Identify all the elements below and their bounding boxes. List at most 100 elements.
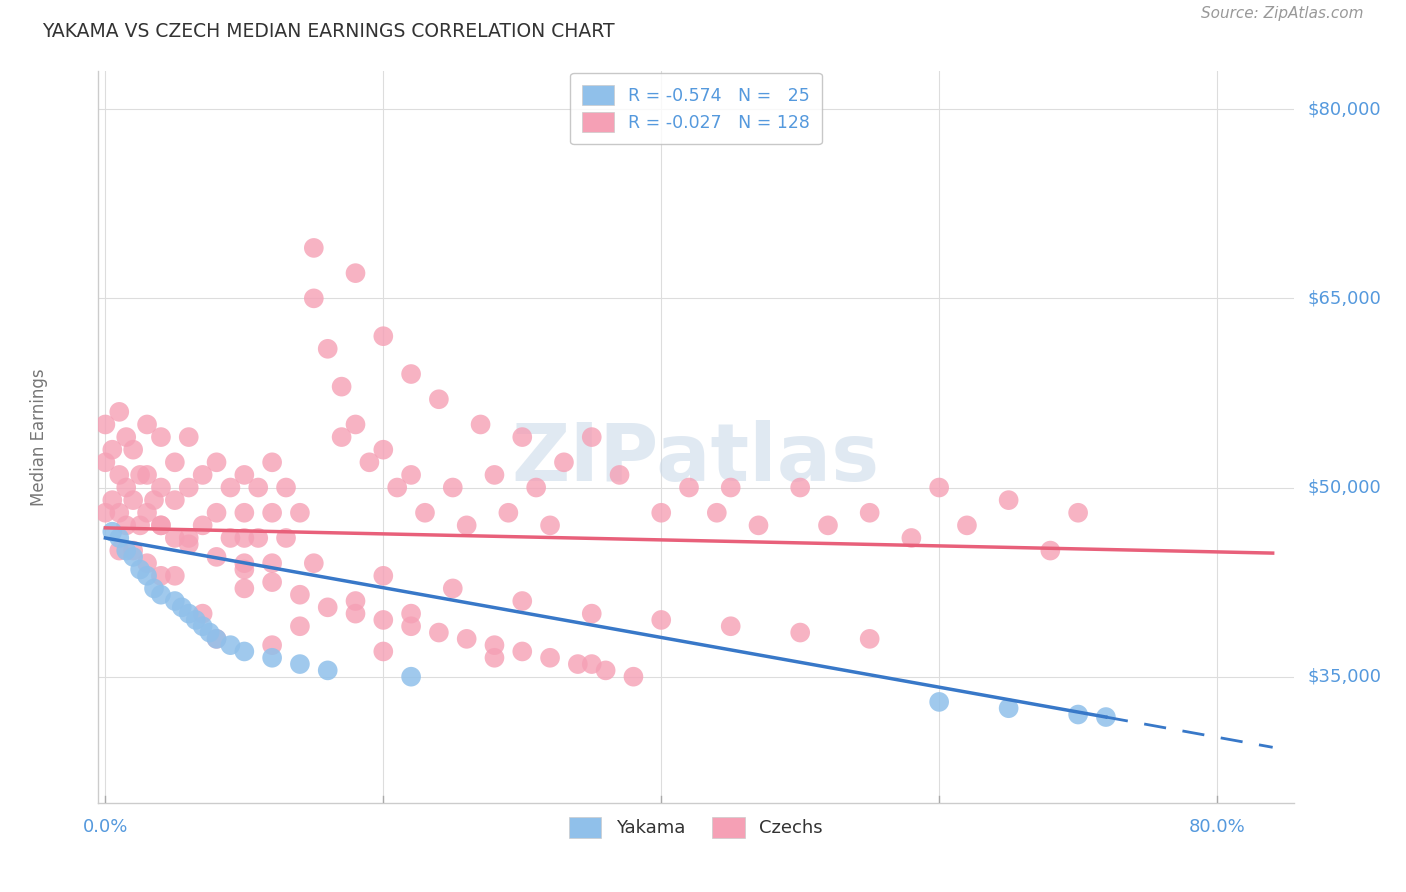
Point xyxy=(427,625,450,640)
Point xyxy=(115,430,138,444)
Point xyxy=(623,670,645,684)
Point xyxy=(288,588,311,602)
Point xyxy=(789,481,811,495)
Point xyxy=(129,562,152,576)
Point xyxy=(484,467,506,482)
Point xyxy=(108,506,131,520)
Point xyxy=(184,613,207,627)
Point xyxy=(191,607,214,621)
Text: 0.0%: 0.0% xyxy=(83,818,128,836)
Point xyxy=(163,455,186,469)
Point xyxy=(149,518,172,533)
Point xyxy=(163,493,186,508)
Point xyxy=(219,481,242,495)
Point xyxy=(233,467,256,482)
Point xyxy=(94,455,117,469)
Point xyxy=(538,650,561,665)
Point xyxy=(262,638,284,652)
Point xyxy=(262,506,284,520)
Point xyxy=(344,266,367,280)
Point xyxy=(101,442,124,457)
Text: YAKAMA VS CZECH MEDIAN EARNINGS CORRELATION CHART: YAKAMA VS CZECH MEDIAN EARNINGS CORRELAT… xyxy=(42,22,614,41)
Point xyxy=(399,670,422,684)
Point xyxy=(650,613,672,627)
Point xyxy=(108,543,131,558)
Point xyxy=(262,650,284,665)
Point xyxy=(928,695,950,709)
Point xyxy=(115,543,138,558)
Point xyxy=(233,562,256,576)
Point xyxy=(399,367,422,381)
Point xyxy=(1067,707,1090,722)
Point xyxy=(581,657,603,671)
Text: $50,000: $50,000 xyxy=(1308,478,1382,497)
Point xyxy=(191,518,214,533)
Point xyxy=(163,531,186,545)
Text: Source: ZipAtlas.com: Source: ZipAtlas.com xyxy=(1201,6,1364,21)
Point xyxy=(136,467,159,482)
Point xyxy=(510,594,533,608)
Point xyxy=(484,638,506,652)
Point xyxy=(441,481,464,495)
Point xyxy=(609,467,631,482)
Point xyxy=(149,569,172,583)
Point xyxy=(498,506,520,520)
Point xyxy=(143,582,166,596)
Point xyxy=(115,518,138,533)
Point xyxy=(177,430,200,444)
Point xyxy=(122,493,145,508)
Point xyxy=(373,569,395,583)
Point xyxy=(129,467,152,482)
Point xyxy=(456,632,478,646)
Point xyxy=(191,467,214,482)
Point xyxy=(330,379,353,393)
Point xyxy=(191,619,214,633)
Point xyxy=(817,518,839,533)
Point xyxy=(524,481,547,495)
Point xyxy=(1095,710,1118,724)
Point xyxy=(288,619,311,633)
Point xyxy=(233,531,256,545)
Text: Median Earnings: Median Earnings xyxy=(30,368,48,506)
Point xyxy=(997,493,1019,508)
Point xyxy=(219,638,242,652)
Point xyxy=(136,417,159,432)
Point xyxy=(136,506,159,520)
Point xyxy=(247,531,270,545)
Point xyxy=(233,582,256,596)
Point xyxy=(122,442,145,457)
Point xyxy=(177,607,200,621)
Point xyxy=(177,481,200,495)
Point xyxy=(219,531,242,545)
Point xyxy=(108,467,131,482)
Point xyxy=(177,531,200,545)
Point xyxy=(143,493,166,508)
Point xyxy=(373,329,395,343)
Point xyxy=(177,537,200,551)
Text: 80.0%: 80.0% xyxy=(1188,818,1246,836)
Point xyxy=(149,518,172,533)
Point xyxy=(288,657,311,671)
Point xyxy=(233,506,256,520)
Point xyxy=(205,455,228,469)
Point xyxy=(567,657,589,671)
Point xyxy=(553,455,575,469)
Point xyxy=(900,531,922,545)
Point xyxy=(136,569,159,583)
Point xyxy=(484,650,506,665)
Text: $80,000: $80,000 xyxy=(1308,100,1382,119)
Text: ZIPatlas: ZIPatlas xyxy=(512,420,880,498)
Point xyxy=(149,481,172,495)
Point xyxy=(399,619,422,633)
Point xyxy=(373,442,395,457)
Point xyxy=(330,430,353,444)
Point xyxy=(262,556,284,570)
Point xyxy=(720,481,742,495)
Point xyxy=(720,619,742,633)
Point xyxy=(205,632,228,646)
Point xyxy=(1039,543,1062,558)
Point xyxy=(149,430,172,444)
Point xyxy=(233,556,256,570)
Point xyxy=(198,625,221,640)
Point xyxy=(122,543,145,558)
